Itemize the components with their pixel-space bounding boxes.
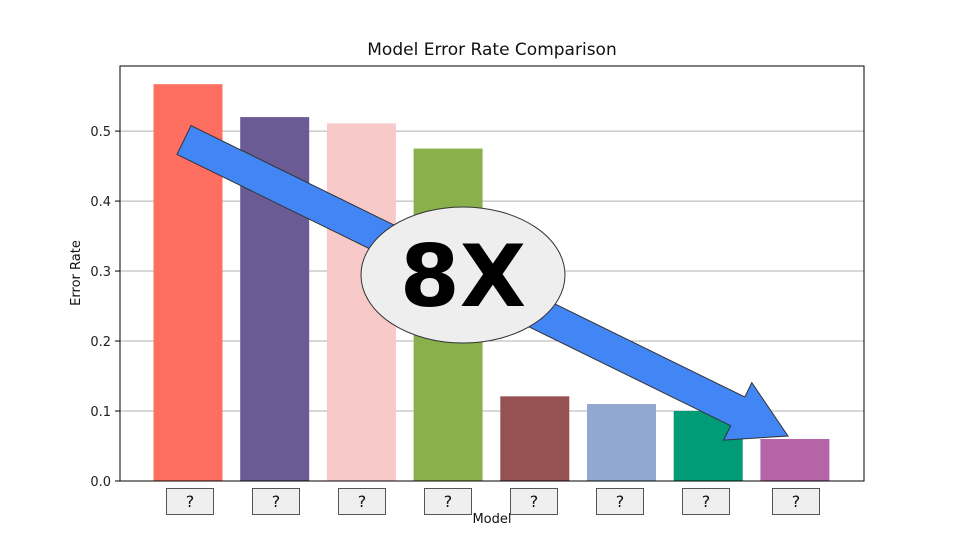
bar (587, 404, 656, 481)
y-tick-label: 0.2 (90, 335, 111, 350)
y-tick-label: 0.3 (90, 265, 111, 280)
chart-title: Model Error Rate Comparison (367, 40, 616, 60)
callout-label: 8X (400, 227, 526, 327)
plot-frame (119, 65, 865, 482)
bar (760, 439, 830, 481)
bar (500, 396, 570, 481)
x-axis-label: Model (472, 512, 511, 527)
x-tick-label: ? (596, 488, 644, 515)
x-tick-label: ? (338, 488, 386, 515)
y-axis-label: Error Rate (69, 240, 84, 306)
x-tick-label: ? (510, 488, 558, 515)
y-tick-label: 0.5 (90, 125, 111, 140)
y-tick-label: 0.1 (90, 405, 111, 420)
callout-ellipse (360, 206, 566, 344)
x-tick-label: ? (682, 488, 730, 515)
y-tick-label: 0.4 (90, 195, 111, 210)
y-tick-label: 0.0 (90, 475, 111, 490)
x-tick-label: ? (166, 488, 214, 515)
x-tick-label: ? (424, 488, 472, 515)
annotation: 8X (176, 124, 789, 441)
y-axis: 0.0 0.1 0.2 0.3 0.4 0.5 (90, 125, 120, 490)
x-tick-label: ? (252, 488, 300, 515)
x-tick-label: ? (772, 488, 820, 515)
